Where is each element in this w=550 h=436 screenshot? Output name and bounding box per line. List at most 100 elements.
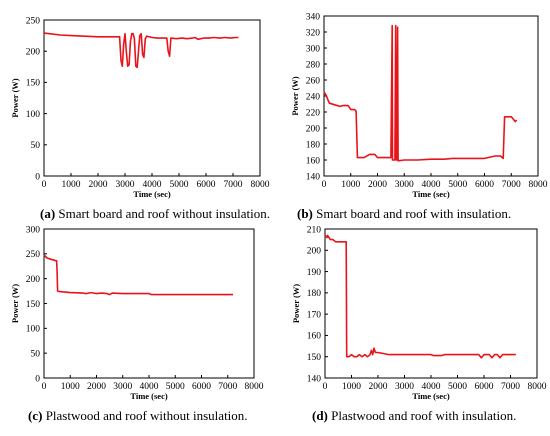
x-tick-label-c: 1000 [61,382,80,392]
y-tick-label-b: 160 [306,156,321,166]
y-tick-label-b: 320 [306,28,321,38]
y-tick-label-a: 250 [26,16,41,26]
y-tick-label-d: 180 [307,289,322,299]
chart-panel-b: 0 1000 2000 3000 4000 5000 6000 7000 8000 140 160 1… [290,12,548,199]
x-tick-label-c: 8000 [245,382,264,392]
caption-d: (d) Plastwood and roof with insulation. [312,408,516,424]
y-tick-label-d: 210 [307,225,322,235]
x-tick-label-b: 3000 [395,180,414,190]
x-tick-label-c: 4000 [140,382,159,392]
y-tick-label-b: 300 [306,44,321,54]
x-tick-label-a: 1000 [62,180,81,190]
y-tick-label-c: 50 [31,349,41,359]
y-tick-label-a: 100 [26,110,41,120]
y-tick-label-b: 280 [306,60,321,70]
chart-panel-d: 0 1000 2000 3000 4000 5000 6000 7000 8000 140 150 1… [291,225,547,401]
y-tick-label-b: 260 [306,76,321,86]
x-tick-label-d: 6000 [475,382,494,392]
y-tick-label-c: 0 [35,374,40,384]
y-tick-label-c: 250 [26,250,41,260]
x-tick-label-a: 4000 [143,180,162,190]
x-tick-label-d: 7000 [501,382,520,392]
x-tick-label-d: 4000 [422,382,441,392]
y-tick-label-c: 100 [26,325,41,335]
y-tick-label-a: 50 [31,141,41,151]
x-tick-label-c: 6000 [192,382,211,392]
x-tick-label-b: 4000 [422,180,441,190]
caption-d-text: Plastwood and roof with insulation. [331,408,517,423]
y-tick-label-c: 300 [26,225,41,235]
y-axis-title-b: Power (W) [290,76,300,115]
y-tick-label-b: 220 [306,108,321,118]
caption-a-letter: (a) [40,206,56,221]
x-tick-label-b: 1000 [341,180,360,190]
x-tick-label-a: 2000 [89,180,108,190]
x-tick-label-a: 7000 [224,180,243,190]
caption-c-letter: (c) [28,408,43,423]
y-axis-title-a: Power (W) [10,78,20,117]
y-tick-label-b: 200 [306,124,321,134]
chart-panel-a: 0 1000 2000 3000 4000 5000 6000 7000 8000 0 50 100 1… [10,16,270,199]
x-tick-label-b: 0 [322,180,327,190]
y-axis-title-d: Power (W) [291,284,301,323]
x-tick-label-b: 8000 [529,180,548,190]
y-tick-label-d: 190 [307,268,322,278]
y-tick-label-b: 140 [306,172,321,182]
x-tick-label-c: 3000 [113,382,132,392]
x-axis-title-c: Time (sec) [130,391,168,401]
caption-c: (c) Plastwood and roof without insulatio… [28,408,248,424]
x-tick-label-c: 5000 [166,382,185,392]
x-axis-title-d: Time (sec) [412,391,450,401]
x-tick-label-c: 0 [42,382,47,392]
caption-b: (b) Smart board and roof with insulation… [297,206,511,222]
y-tick-label-d: 170 [307,310,322,320]
x-tick-label-c: 7000 [218,382,237,392]
x-tick-label-b: 5000 [448,180,467,190]
x-tick-label-d: 1000 [342,382,361,392]
y-tick-label-a: 150 [26,79,41,89]
y-tick-label-b: 340 [306,12,321,22]
caption-b-letter: (b) [297,206,313,221]
x-tick-label-b: 2000 [368,180,387,190]
y-tick-label-d: 140 [307,374,322,384]
x-tick-label-b: 6000 [475,180,494,190]
x-tick-label-b: 7000 [502,180,521,190]
y-tick-label-b: 240 [306,92,321,102]
y-tick-label-c: 150 [26,300,41,310]
plot-frame-b [323,15,539,177]
y-tick-label-d: 200 [307,247,322,257]
x-tick-label-a: 0 [42,180,47,190]
x-tick-label-c: 2000 [87,382,106,392]
y-tick-label-c: 200 [26,275,41,285]
y-axis-title-c: Power (W) [10,284,20,323]
plot-frame-c [43,228,255,379]
y-tick-label-b: 180 [306,140,321,150]
caption-c-text: Plastwood and roof without insulation. [45,408,248,423]
power-series-line-d [324,234,516,359]
x-tick-label-d: 0 [323,382,328,392]
y-tick-label-d: 150 [307,353,322,363]
x-tick-label-a: 6000 [197,180,216,190]
y-tick-label-a: 200 [26,48,41,58]
caption-a-text: Smart board and roof without insulation. [58,206,271,221]
x-tick-label-a: 5000 [170,180,189,190]
x-tick-label-d: 2000 [369,382,388,392]
x-tick-label-d: 8000 [528,382,547,392]
caption-a: (a) Smart board and roof without insulat… [40,206,270,222]
x-axis-title-a: Time (sec) [133,189,171,199]
y-tick-label-a: 0 [35,172,40,182]
x-tick-label-d: 5000 [448,382,467,392]
plot-frame-d [324,228,538,379]
chart-panel-c: 0 1000 2000 3000 4000 5000 6000 7000 8000 0 50 100 1… [10,225,264,401]
x-tick-label-d: 3000 [395,382,414,392]
x-tick-label-a: 3000 [116,180,135,190]
x-tick-label-a: 8000 [251,180,270,190]
power-series-line-b [323,24,518,162]
power-series-line-c [43,254,233,296]
plot-frame-a [43,19,261,177]
y-tick-label-d: 160 [307,332,322,342]
x-axis-title-b: Time (sec) [412,189,450,199]
power-series-line-a [43,32,239,69]
